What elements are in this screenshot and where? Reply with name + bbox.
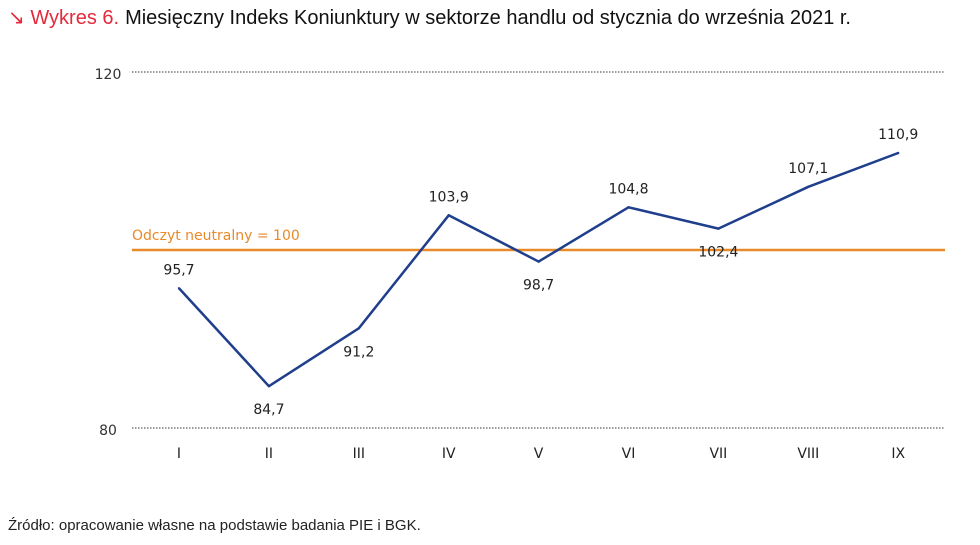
y-tick-label: 80 (99, 423, 117, 439)
data-label: 95,7 (163, 262, 194, 278)
source-note: Źródło: opracowanie własne na podstawie … (8, 517, 421, 534)
data-point (807, 185, 810, 189)
data-label: 103,9 (429, 189, 469, 205)
data-point (537, 260, 540, 263)
chart-number: Wykres 6. (30, 7, 120, 29)
data-point (717, 227, 720, 230)
arrow-down-right-icon: ↘ (8, 7, 25, 29)
data-point (447, 214, 450, 217)
data-label: 110,9 (878, 127, 918, 143)
x-tick-label: VI (622, 446, 636, 462)
data-label: 84,7 (253, 402, 284, 418)
x-tick-label: III (353, 446, 365, 462)
data-label: 98,7 (523, 278, 554, 294)
x-tick-label: VIII (797, 446, 819, 462)
x-tick-label: VII (709, 446, 727, 462)
x-tick-label: V (534, 446, 544, 462)
chart-title: ↘ Wykres 6. Miesięczny Indeks Koniunktury… (8, 5, 851, 30)
y-tick-label: 120 (95, 67, 122, 83)
neutral-reference-label: Odczyt neutralny = 100 (132, 228, 300, 244)
x-tick-label: II (265, 446, 273, 462)
data-label: 91,2 (343, 344, 374, 360)
data-point (897, 151, 900, 155)
data-label: 107,1 (788, 161, 828, 177)
data-label: 102,4 (698, 245, 738, 261)
x-tick-label: IX (891, 446, 905, 462)
chart-title-text: Miesięczny Indeks Koniunktury w sektorze… (125, 7, 851, 29)
x-tick-label: I (177, 446, 181, 462)
data-label: 104,8 (608, 181, 648, 197)
x-tick-label: IV (442, 446, 456, 462)
data-point (627, 206, 630, 209)
data-point (357, 327, 360, 330)
data-point (267, 384, 271, 388)
series-line (178, 151, 899, 388)
data-point (177, 287, 181, 290)
